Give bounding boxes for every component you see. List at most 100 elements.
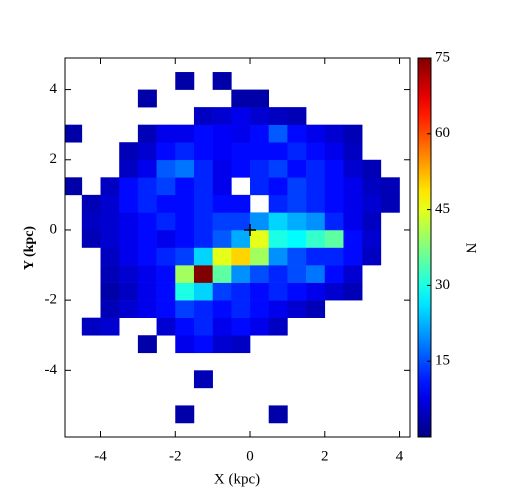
heatmap-cell (175, 194, 195, 213)
heatmap-cell (250, 300, 270, 318)
heatmap-cell (362, 247, 382, 266)
heatmap-cell (137, 229, 157, 248)
heatmap-cell (231, 142, 251, 161)
y-tick-label: 0 (50, 221, 58, 237)
heatmap-cell (287, 247, 307, 266)
heatmap-cell (324, 142, 344, 161)
heatmap-cell (193, 317, 213, 336)
heatmap-cell (119, 142, 139, 161)
heatmap-cell (175, 142, 195, 161)
heatmap-cell (231, 212, 251, 231)
heatmap-cell (212, 317, 232, 336)
colorbar-tick-label: 15 (435, 353, 450, 369)
heatmap-cell (137, 212, 157, 231)
heatmap-cell (175, 72, 195, 90)
heatmap-cell (268, 177, 288, 196)
heatmap-cell (193, 212, 213, 231)
heatmap-cell (137, 177, 157, 196)
heatmap-cell (250, 229, 270, 248)
heatmap-cell (231, 89, 251, 108)
heatmap-cell (343, 177, 363, 196)
heatmap-cell (119, 300, 139, 318)
heatmap-cell (343, 212, 363, 231)
heatmap-cell (362, 229, 382, 248)
heatmap-cell (268, 317, 288, 336)
heatmap-cell (137, 300, 157, 318)
heatmap-cell (81, 212, 101, 231)
heatmap-cell (287, 177, 307, 196)
heatmap-cell (231, 282, 251, 301)
heatmap-cell (250, 142, 270, 161)
x-tick-label: 2 (321, 448, 329, 464)
heatmap-cell (175, 247, 195, 266)
heatmap-cell (306, 194, 326, 213)
heatmap-cell (212, 177, 232, 196)
heatmap-cell (156, 159, 176, 178)
heatmap-cell (175, 159, 195, 178)
heatmap-cell (100, 212, 120, 231)
y-tick-label: -4 (45, 362, 58, 378)
heatmap-cell (231, 124, 251, 143)
heatmap-cell (100, 229, 120, 248)
heatmap-cell (193, 159, 213, 178)
colorbar-tick-label: 60 (435, 125, 450, 141)
heatmap-cell (343, 194, 363, 213)
heatmap-cell (193, 335, 213, 354)
heatmap-cell (324, 229, 344, 248)
heatmap-cell (175, 265, 195, 283)
heatmap-cell (119, 177, 139, 196)
heatmap-cell (380, 194, 400, 213)
heatmap-cell (306, 265, 326, 283)
heatmap-cell (119, 194, 139, 213)
center-marker (244, 223, 257, 236)
heatmap-cell (250, 177, 270, 196)
heatmap-cell (175, 335, 195, 354)
heatmap-cell (324, 194, 344, 213)
heatmap-cell (306, 212, 326, 231)
heatmap-cell (156, 317, 176, 336)
colorbar (417, 57, 432, 438)
heatmap-cell (156, 229, 176, 248)
heatmap-cell (287, 194, 307, 213)
heatmap-cell (100, 265, 120, 283)
heatmap-cell (212, 300, 232, 318)
heatmap-cell (250, 247, 270, 266)
heatmap-cell (193, 300, 213, 318)
heatmap-cell (212, 159, 232, 178)
heatmap-cell (324, 159, 344, 178)
heatmap-cell (137, 142, 157, 161)
heatmap-cell (137, 265, 157, 283)
heatmap-cell (343, 159, 363, 178)
heatmap-cell (231, 300, 251, 318)
heatmap-cell (100, 282, 120, 301)
y-tick-label: 2 (50, 151, 58, 167)
heatmap-cell (119, 247, 139, 266)
heatmap-cell (250, 124, 270, 143)
heatmap-cell (287, 159, 307, 178)
heatmap-cell (287, 124, 307, 143)
heatmap-cell (212, 212, 232, 231)
heatmap-cell (212, 107, 232, 125)
heatmap-cell (193, 282, 213, 301)
heatmap-cell (137, 282, 157, 301)
heatmap-cell (343, 229, 363, 248)
heatmap-cell (343, 142, 363, 161)
x-tick-label: -2 (169, 448, 182, 464)
heatmap-cell (193, 177, 213, 196)
heatmap-cell (306, 142, 326, 161)
heatmap-cell (212, 124, 232, 143)
heatmap-cell (287, 142, 307, 161)
heatmap-cell (250, 317, 270, 336)
heatmap-cell (156, 124, 176, 143)
heatmap-cell (175, 124, 195, 143)
heatmap-cell (212, 282, 232, 301)
heatmap-cell (193, 370, 213, 389)
heatmap-cell (156, 300, 176, 318)
heatmap-cell (175, 282, 195, 301)
heatmap-cell (362, 212, 382, 231)
heatmap-cell (287, 107, 307, 125)
heatmap-cell (250, 159, 270, 178)
x-tick-label: -4 (94, 448, 107, 464)
heatmap-cell (100, 247, 120, 266)
heatmap-cell (119, 282, 139, 301)
